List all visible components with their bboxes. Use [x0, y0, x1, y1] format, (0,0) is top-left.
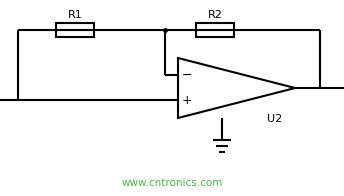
Bar [56, 23, 94, 37]
Text: −: − [182, 69, 192, 82]
Text: R1: R1 [68, 10, 82, 20]
Bar [196, 23, 234, 37]
Text: www.cntronics.com: www.cntronics.com [121, 178, 223, 188]
Text: R2: R2 [207, 10, 223, 20]
Text: +: + [182, 94, 192, 107]
Text: U2: U2 [267, 114, 282, 124]
